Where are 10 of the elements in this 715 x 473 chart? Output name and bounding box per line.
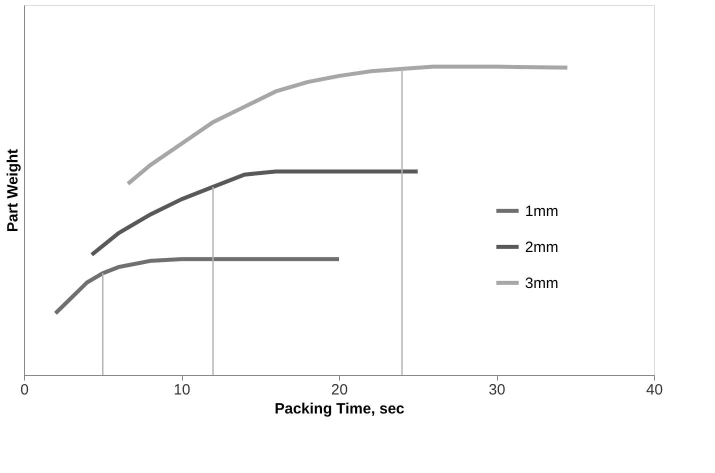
x-tick-label: 0 <box>20 382 29 398</box>
legend-label: 2mm <box>525 238 558 256</box>
legend-label: 3mm <box>525 274 558 292</box>
legend-label: 1mm <box>525 202 558 220</box>
x-tick-label: 30 <box>488 382 506 398</box>
x-tick-label: 40 <box>646 382 663 398</box>
x-axis-title: Packing Time, sec <box>274 400 404 418</box>
x-tick-label: 20 <box>331 382 348 398</box>
y-axis-title: Part Weight <box>4 148 22 232</box>
x-tick-label: 10 <box>174 382 190 398</box>
